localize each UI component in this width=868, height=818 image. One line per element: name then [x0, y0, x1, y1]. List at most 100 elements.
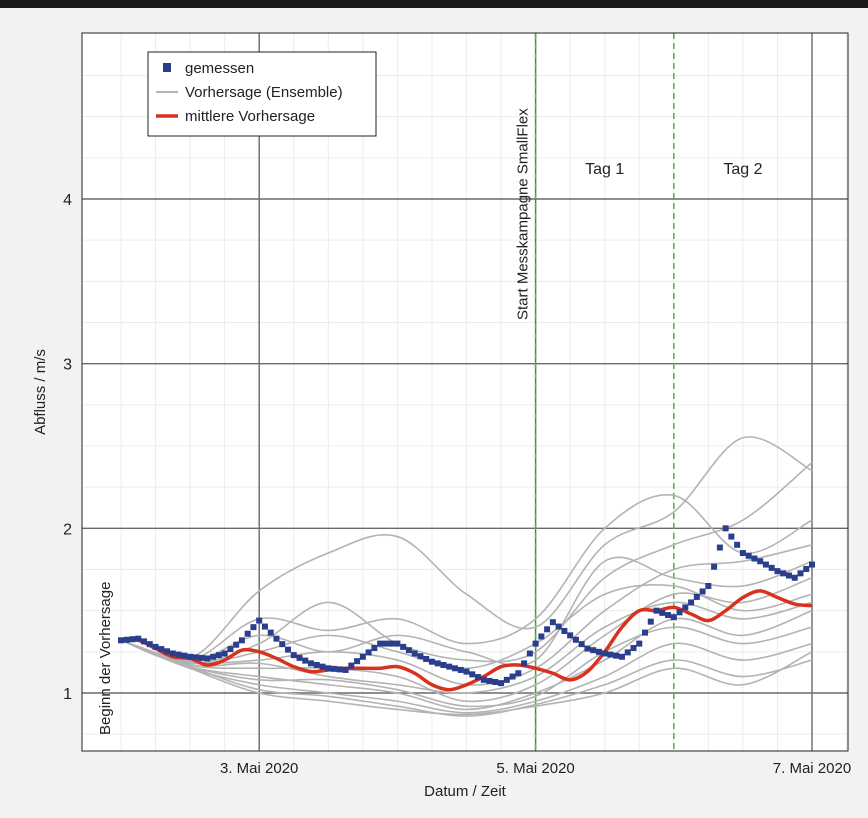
measured-point	[751, 555, 758, 562]
measured-point	[331, 665, 338, 672]
measured-point	[739, 550, 746, 557]
measured-point	[630, 644, 637, 651]
measured-point	[659, 609, 666, 616]
legend-label: Vorhersage (Ensemble)	[185, 84, 343, 101]
measured-point	[791, 574, 798, 581]
top-bar	[0, 0, 868, 8]
measured-point	[762, 561, 769, 568]
ensemble-forecast-line	[120, 493, 813, 662]
measured-point	[377, 640, 384, 647]
mean-series	[120, 589, 813, 692]
measured-point	[711, 563, 718, 570]
measured-point	[716, 544, 723, 551]
y-tick-label: 1	[63, 686, 72, 703]
measured-point	[417, 653, 424, 660]
measured-point	[342, 666, 349, 673]
measured-point	[238, 637, 245, 644]
measured-point	[457, 666, 464, 673]
ensemble-forecast-line	[120, 576, 813, 703]
measured-point	[521, 660, 528, 667]
measured-point	[181, 652, 188, 659]
measured-point	[388, 640, 395, 647]
measured-point	[572, 636, 579, 643]
measured-point	[129, 636, 136, 643]
legend-label: mittlere Vorhersage	[185, 108, 315, 125]
measured-point	[561, 627, 568, 634]
measured-point	[400, 643, 407, 650]
ensemble-forecast-line	[120, 626, 813, 708]
legend-box	[147, 51, 377, 137]
measured-point	[204, 655, 211, 662]
measured-point	[567, 632, 574, 639]
measured-point	[498, 680, 505, 687]
measured-point	[785, 572, 792, 579]
measured-point	[549, 619, 556, 626]
measured-point	[757, 558, 764, 565]
measured-point	[745, 552, 752, 559]
measured-point	[688, 599, 695, 606]
measured-point	[618, 653, 625, 660]
measured-point	[590, 647, 597, 654]
measured-point	[428, 658, 435, 665]
ensemble-forecast-line	[120, 639, 813, 716]
measured-point	[261, 623, 268, 630]
measured-point	[135, 635, 142, 642]
grid	[82, 33, 848, 751]
measured-point	[359, 653, 366, 660]
measured-point	[440, 662, 447, 669]
ensemble-forecast-line	[120, 436, 813, 661]
legend-label: gemessen	[185, 60, 254, 77]
y-axis-label: Abfluss / m/s	[32, 349, 49, 435]
measured-point	[774, 568, 781, 575]
measured-point	[371, 644, 378, 651]
measured-point	[693, 593, 700, 600]
measured-point	[348, 662, 355, 669]
measured-point	[250, 624, 257, 631]
marker-label: Start Messkampagne SmallFlex	[515, 108, 532, 320]
measured-point	[267, 629, 274, 636]
measured-point	[141, 638, 148, 645]
measured-point	[486, 677, 493, 684]
measured-point	[169, 650, 176, 657]
measured-point	[210, 653, 217, 660]
measured-point	[336, 666, 343, 673]
y-tick-label: 2	[63, 521, 72, 538]
measured-point	[233, 641, 240, 648]
measured-point	[544, 626, 551, 633]
measured-point	[555, 623, 562, 630]
measured-point	[302, 657, 309, 664]
measured-point	[492, 679, 499, 686]
measured-point	[780, 570, 787, 577]
measured-point	[198, 654, 205, 661]
measured-point	[647, 618, 654, 625]
measured-point	[601, 650, 608, 657]
measured-point	[475, 674, 482, 681]
x-tick-label: 7. Mai 2020	[773, 760, 851, 777]
measured-point	[146, 641, 153, 648]
day-label: Tag 1	[585, 161, 624, 178]
measured-point	[578, 641, 585, 648]
plot-border	[81, 32, 849, 752]
measured-point	[728, 533, 735, 540]
measured-point	[279, 641, 286, 648]
measured-point	[423, 655, 430, 662]
ensemble-series	[120, 436, 813, 717]
measured-point	[284, 646, 291, 653]
measured-point	[365, 649, 372, 656]
measured-point	[509, 673, 516, 680]
measured-point	[256, 617, 263, 624]
measured-point	[446, 663, 453, 670]
ensemble-forecast-line	[120, 639, 813, 714]
day-label: Tag 2	[723, 161, 762, 178]
measured-point	[584, 645, 591, 652]
ensemble-forecast-line	[120, 583, 813, 670]
measured-point	[313, 662, 320, 669]
measured-point	[734, 541, 741, 548]
y-tick-label: 3	[63, 357, 72, 374]
measured-point	[469, 671, 476, 678]
measured-point	[682, 604, 689, 611]
x-axis: 3. Mai 2020 5. Mai 2020 7. Mai 2020	[220, 760, 851, 777]
measured-point	[187, 653, 194, 660]
